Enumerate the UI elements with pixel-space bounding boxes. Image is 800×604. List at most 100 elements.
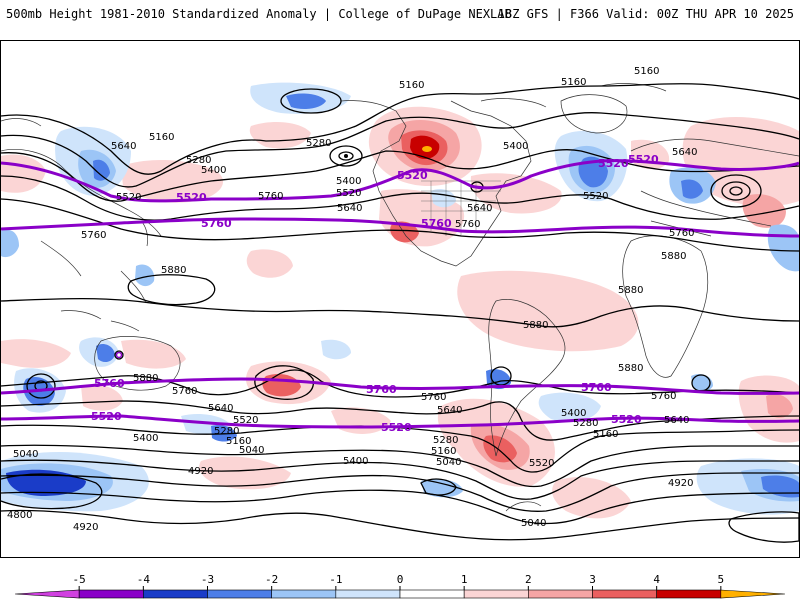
colorbar-tick-label: -1 — [329, 573, 342, 586]
colorbar-segment — [720, 589, 786, 599]
anomaly-negative-region — [93, 159, 110, 181]
purple-contour-label: 5760 — [201, 217, 232, 230]
purple-contour-label: 5520 — [598, 157, 629, 170]
contour-5160-north — [1, 83, 799, 175]
contour-closed-low — [338, 151, 354, 161]
purple-contour-label: 5520 — [381, 421, 412, 434]
low-center-markers — [115, 154, 348, 359]
anomaly-negative-region — [578, 156, 608, 188]
contour-closed-low — [729, 186, 743, 196]
contour-5880-tropics — [1, 297, 799, 328]
run-valid-time: 18Z GFS | F366 Valid: 00Z THU APR 10 202… — [497, 7, 794, 21]
colorbar-segment — [463, 589, 529, 599]
coastline-north-america — [340, 100, 532, 267]
colorbar-tick-label: 1 — [461, 573, 468, 586]
contour-label: 5160 — [399, 80, 424, 91]
contour-label: 5640 — [467, 203, 492, 214]
contour-label: 5880 — [618, 285, 643, 296]
anomaly-negative-region — [135, 264, 155, 287]
contour-closed-low — [329, 145, 363, 167]
contour-5520-north — [1, 175, 799, 221]
contour-label: 5040 — [436, 457, 461, 468]
contour-label: 5400 — [133, 433, 158, 444]
colorbar-tick-label: -5 — [73, 573, 86, 586]
anomaly-negative-region — [767, 224, 799, 272]
colorbar-tick-label: 3 — [589, 573, 596, 586]
coastline-africa — [622, 235, 709, 378]
anomaly-max-center — [422, 146, 432, 152]
map-canvas: 5160 5160 5160 5160 5280 5280 5400 5400 … — [1, 66, 799, 543]
contour-label: 5400 — [343, 456, 368, 467]
coastline-antarctic — [505, 501, 542, 512]
contour-label: 5520 — [233, 415, 258, 426]
contour-label: 5760 — [455, 219, 480, 230]
contour-label: 4800 — [7, 510, 32, 521]
contour-label: 5160 — [634, 66, 659, 77]
map-title: 500mb Height 1981-2010 Standardized Anom… — [6, 7, 512, 21]
anomaly-negative-region — [96, 344, 115, 363]
anomaly-negative-region — [538, 392, 601, 423]
anomaly-positive-region — [470, 173, 562, 214]
contour-label: 5280 — [573, 418, 598, 429]
low-center-marker — [115, 351, 123, 359]
purple-contour-label: 5760 — [421, 217, 452, 230]
contour-label: 4920 — [188, 466, 213, 477]
purple-contour-label: 5520 — [91, 410, 122, 423]
contour-5640-north — [1, 198, 799, 252]
anomaly-positive-region — [121, 339, 186, 369]
contour-label: 5520 — [529, 458, 554, 469]
colorbar-segment — [14, 589, 80, 599]
colorbar-segments — [14, 589, 786, 599]
colorbar-tick-label: -4 — [137, 573, 151, 586]
height-contours — [1, 83, 799, 543]
coastline-arctic — [1, 83, 667, 127]
contour-label: 5760 — [172, 386, 197, 397]
map-panel: 5160 5160 5160 5160 5280 5280 5400 5400 … — [0, 40, 800, 558]
contour-label: 5160 — [593, 429, 618, 440]
contour-label: 5040 — [239, 445, 264, 456]
anomaly-positive-region — [199, 456, 291, 490]
purple-contour-label: 5520 — [611, 413, 642, 426]
contour-label: 5640 — [672, 147, 697, 158]
colorbar-svg: -5 -4 -3 -2 -1 0 1 2 3 4 5 — [14, 573, 786, 599]
contour-label: 5640 — [664, 415, 689, 426]
anomaly-negative-region — [681, 179, 703, 199]
contour-5760-south — [1, 369, 799, 398]
contour-label: 5280 — [306, 138, 331, 149]
contour-5640-south — [1, 400, 799, 441]
anomaly-positive-region — [457, 270, 639, 352]
contour-label: 5400 — [201, 165, 226, 176]
anomaly-positive-region — [249, 121, 311, 149]
colorbar-segment — [143, 589, 208, 599]
highlight-contour-labels: 5520 5520 5520 5520 5760 5760 5760 5760 … — [91, 153, 659, 434]
colorbar-segment — [335, 589, 401, 599]
contour-label: 5400 — [503, 141, 528, 152]
contour-label: 5760 — [258, 191, 283, 202]
purple-contour-label: 5520 — [176, 191, 207, 204]
contour-5400-north — [1, 149, 799, 202]
coastline-australia — [94, 336, 181, 391]
contour-label: 5880 — [523, 320, 548, 331]
colorbar-segment — [399, 589, 465, 599]
contour-label: 4920 — [668, 478, 693, 489]
contour-closed-low — [420, 478, 457, 496]
contour-label: 5160 — [149, 132, 174, 143]
colorbar-tick-label: 2 — [525, 573, 532, 586]
header: 500mb Height 1981-2010 Standardized Anom… — [0, 0, 800, 30]
contour-5400-south — [1, 444, 799, 488]
contour-label: 5640 — [437, 405, 462, 416]
colorbar: -5 -4 -3 -2 -1 0 1 2 3 4 5 — [0, 566, 800, 600]
contour-label: 5400 — [561, 408, 586, 419]
colorbar-tick-label: 5 — [718, 573, 725, 586]
contour-label: 5040 — [13, 449, 38, 460]
anomaly-positive-region — [483, 435, 517, 463]
contour-label: 5160 — [561, 77, 586, 88]
anomaly-negative-region — [321, 339, 351, 360]
contour-label: 5400 — [336, 176, 361, 187]
anomaly-negative-region — [1, 229, 19, 258]
colorbar-tick-label: -2 — [265, 573, 278, 586]
anomaly-positive-region — [1, 154, 46, 193]
coastline-south-america — [488, 299, 566, 457]
contour-label: 5760 — [421, 392, 446, 403]
contour-closed-low — [114, 350, 124, 360]
